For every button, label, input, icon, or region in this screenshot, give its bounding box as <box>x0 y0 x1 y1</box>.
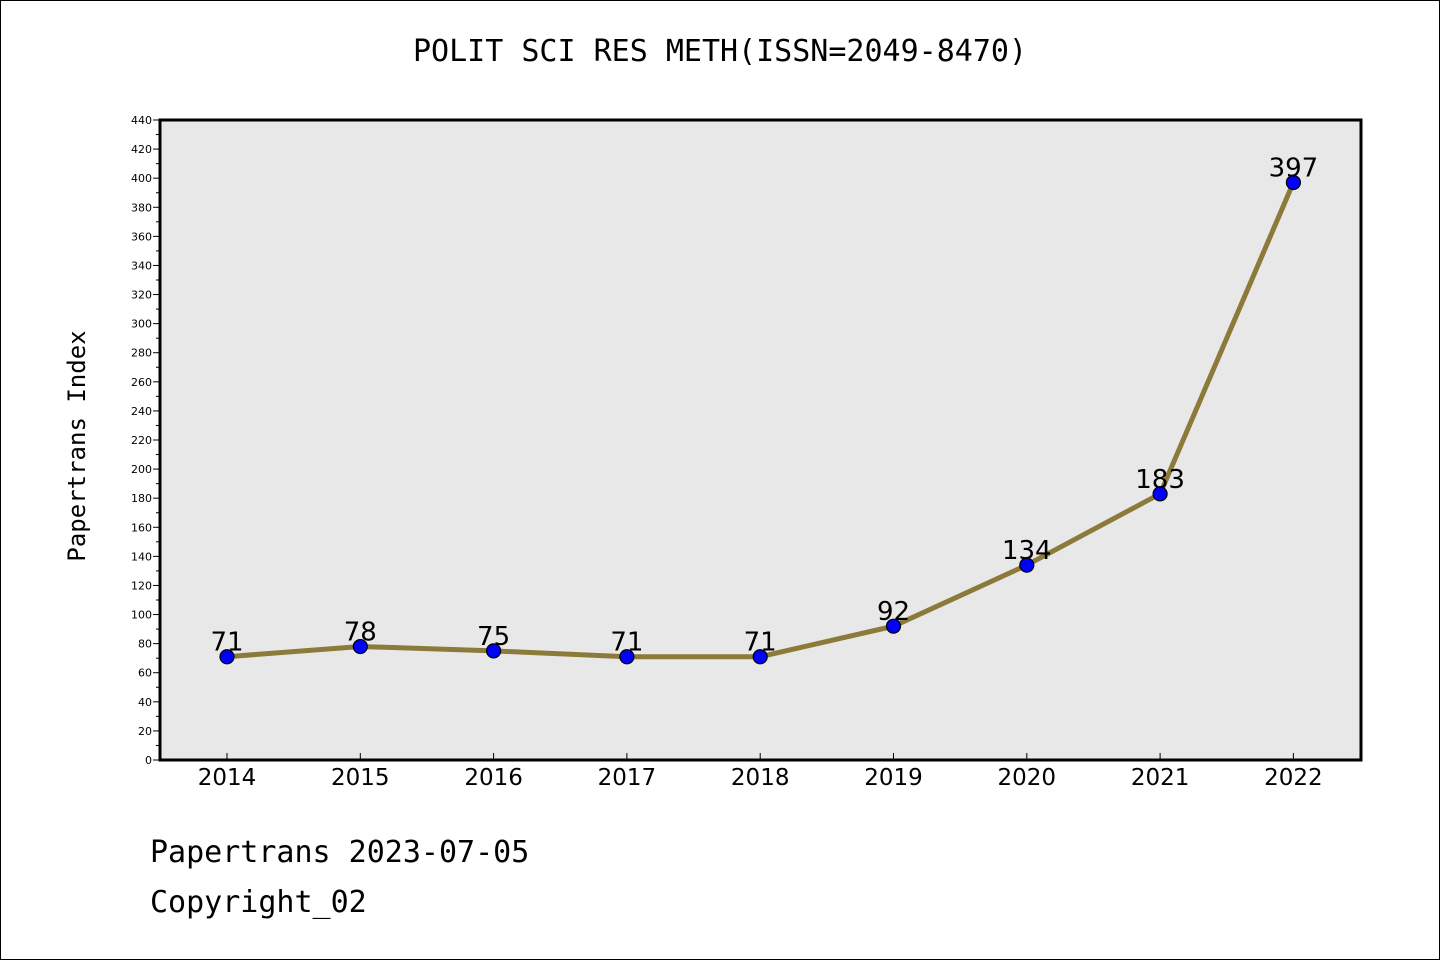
y-tick-label: 300 <box>131 318 152 331</box>
series-group: 71 78 75 71 71 92 134 183 397 <box>210 154 1319 665</box>
footer-copyright: Copyright_02 <box>150 885 367 920</box>
data-label: 183 <box>1135 465 1185 495</box>
data-point <box>752 649 768 665</box>
y-tick-label: 140 <box>131 550 152 563</box>
y-tick-label: 400 <box>131 172 152 185</box>
y-tick-label: 440 <box>131 114 152 127</box>
y-tick-label: 340 <box>131 259 152 272</box>
y-tick-label: 80 <box>138 638 152 651</box>
x-tick-label: 2015 <box>331 765 390 791</box>
y-axis-label: Papertrans Index <box>63 330 91 561</box>
data-label: 92 <box>877 597 910 627</box>
y-tick-label: 240 <box>131 405 152 418</box>
footer-date: Papertrans 2023-07-05 <box>150 835 530 870</box>
x-tick-label: 2022 <box>1264 765 1323 791</box>
data-label: 71 <box>744 628 777 658</box>
y-axis: 0 20 40 60 80 100 120 140 160 180 200 220 240 260 280 3… <box>131 114 160 767</box>
data-point <box>352 638 368 655</box>
y-tick-label: 200 <box>131 463 152 476</box>
data-point <box>619 649 635 665</box>
x-tick-label: 2020 <box>998 765 1057 791</box>
y-tick-label: 360 <box>131 230 152 243</box>
x-tick-label: 2021 <box>1131 765 1190 791</box>
data-label: 397 <box>1269 154 1319 184</box>
data-label: 71 <box>210 628 243 658</box>
x-tick-label: 2014 <box>198 765 257 791</box>
y-tick-label: 280 <box>131 347 152 360</box>
y-tick-label: 0 <box>145 754 152 767</box>
y-tick-label: 120 <box>131 579 152 592</box>
x-tick-label: 2018 <box>731 765 790 791</box>
x-axis: 2014 2015 2016 2017 2018 2019 2020 2021 2022 <box>198 753 1323 791</box>
data-point <box>885 618 902 634</box>
data-point <box>1152 486 1168 502</box>
y-tick-label: 60 <box>138 667 152 680</box>
data-label: 78 <box>344 618 377 648</box>
data-point <box>486 643 502 659</box>
y-tick-label: 420 <box>131 143 152 156</box>
x-tick-label: 2019 <box>864 765 923 791</box>
chart-title: POLIT SCI RES METH(ISSN=2049-8470) <box>412 34 1028 69</box>
y-tick-label: 380 <box>131 201 152 214</box>
data-point <box>1019 557 1035 573</box>
y-tick-label: 180 <box>131 492 152 505</box>
y-tick-label: 220 <box>131 434 152 447</box>
y-tick-label: 320 <box>131 289 152 302</box>
data-point <box>1285 174 1302 191</box>
y-tick-label: 40 <box>138 696 152 709</box>
data-label: 71 <box>610 628 643 658</box>
x-tick-label: 2016 <box>464 765 523 791</box>
x-tick-label: 2017 <box>598 765 657 791</box>
y-tick-label: 160 <box>131 521 152 534</box>
data-point <box>219 649 235 665</box>
data-label: 134 <box>1002 536 1052 566</box>
y-tick-label: 260 <box>131 376 152 389</box>
y-tick-label: 20 <box>138 725 152 738</box>
y-tick-label: 100 <box>131 609 152 622</box>
data-label: 75 <box>477 622 510 652</box>
